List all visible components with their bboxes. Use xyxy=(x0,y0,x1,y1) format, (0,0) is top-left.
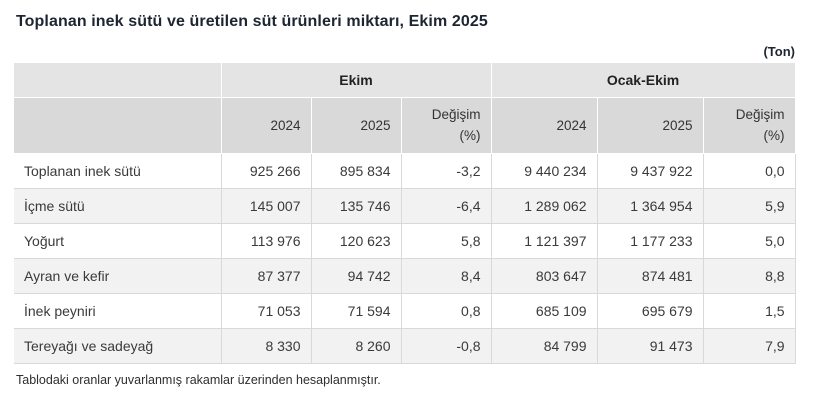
value-ekim-change: -6,4 xyxy=(401,188,492,224)
value-ekim-2025: 94 742 xyxy=(311,258,402,294)
product-label: İnek peyniri xyxy=(14,293,222,329)
value-ytd-change: 7,9 xyxy=(703,328,796,364)
change-label-line1: Değişim xyxy=(735,107,785,122)
table-row: Yoğurt 113 976 120 623 5,8 1 121 397 1 1… xyxy=(14,223,796,259)
value-ekim-2024: 71 053 xyxy=(221,293,312,329)
value-ytd-2025: 695 679 xyxy=(597,293,704,329)
value-ytd-change: 0,0 xyxy=(703,153,796,189)
value-ekim-2024: 8 330 xyxy=(221,328,312,364)
col-header-ekim-2024: 2024 xyxy=(221,97,312,154)
group-header-ekim: Ekim xyxy=(221,63,492,98)
change-label-line1: Değişim xyxy=(431,107,481,122)
value-ekim-2024: 145 007 xyxy=(221,188,312,224)
value-ytd-change: 5,0 xyxy=(703,223,796,259)
value-ekim-change: 8,4 xyxy=(401,258,492,294)
col-header-ytd-2025: 2025 xyxy=(597,97,704,154)
empty-corner-cell xyxy=(14,63,222,98)
value-ekim-2025: 895 834 xyxy=(311,153,402,189)
col-header-ytd-change: Değişim (%) xyxy=(703,97,796,154)
value-ekim-change: 0,8 xyxy=(401,293,492,329)
col-header-ekim-change: Değişim (%) xyxy=(401,97,492,154)
table-header: Ekim Ocak-Ekim 2024 2025 Değişim (%) 202… xyxy=(14,63,796,154)
unit-label: (Ton) xyxy=(763,44,795,59)
group-header-ocak-ekim: Ocak-Ekim xyxy=(491,63,796,98)
value-ytd-2025: 91 473 xyxy=(597,328,704,364)
page-title: Toplanan inek sütü ve üretilen süt ürünl… xyxy=(16,13,488,30)
value-ytd-change: 1,5 xyxy=(703,293,796,329)
milk-products-table: Ekim Ocak-Ekim 2024 2025 Değişim (%) 202… xyxy=(14,63,796,364)
page: Toplanan inek sütü ve üretilen süt ürünl… xyxy=(0,13,818,414)
value-ekim-2025: 135 746 xyxy=(311,188,402,224)
value-ekim-2024: 925 266 xyxy=(221,153,312,189)
value-ekim-2025: 71 594 xyxy=(311,293,402,329)
value-ekim-2024: 87 377 xyxy=(221,258,312,294)
value-ekim-2025: 8 260 xyxy=(311,328,402,364)
value-ytd-change: 8,8 xyxy=(703,258,796,294)
table-container: (Ton) Ekim Ocak-Ekim 2024 2025 Değişim xyxy=(14,44,796,364)
value-ekim-2025: 120 623 xyxy=(311,223,402,259)
col-header-ekim-2025: 2025 xyxy=(311,97,402,154)
col-header-ytd-2024: 2024 xyxy=(491,97,598,154)
value-ytd-2025: 9 437 922 xyxy=(597,153,704,189)
value-ytd-2025: 874 481 xyxy=(597,258,704,294)
value-ekim-change: -3,2 xyxy=(401,153,492,189)
value-ytd-2024: 84 799 xyxy=(491,328,598,364)
table-row: Ayran ve kefir 87 377 94 742 8,4 803 647… xyxy=(14,258,796,294)
change-label-line2: (%) xyxy=(459,128,481,143)
value-ekim-change: -0,8 xyxy=(401,328,492,364)
table-body: Toplanan inek sütü 925 266 895 834 -3,2 … xyxy=(14,153,796,364)
value-ytd-2024: 803 647 xyxy=(491,258,598,294)
change-label-line2: (%) xyxy=(763,128,785,143)
value-ytd-2024: 685 109 xyxy=(491,293,598,329)
product-label: Yoğurt xyxy=(14,223,222,259)
value-ekim-change: 5,8 xyxy=(401,223,492,259)
table-row: İçme sütü 145 007 135 746 -6,4 1 289 062… xyxy=(14,188,796,224)
group-header-row: Ekim Ocak-Ekim xyxy=(14,63,796,98)
product-label: Toplanan inek sütü xyxy=(14,153,222,189)
value-ytd-2025: 1 177 233 xyxy=(597,223,704,259)
value-ytd-change: 5,9 xyxy=(703,188,796,224)
value-ekim-2024: 113 976 xyxy=(221,223,312,259)
value-ytd-2024: 1 289 062 xyxy=(491,188,598,224)
table-footnote: Tablodaki oranlar yuvarlanmış rakamlar ü… xyxy=(16,372,381,387)
table-row: Tereyağı ve sadeyağ 8 330 8 260 -0,8 84 … xyxy=(14,328,796,364)
product-label: Ayran ve kefir xyxy=(14,258,222,294)
empty-label-header-cell xyxy=(14,97,222,154)
table-row: Toplanan inek sütü 925 266 895 834 -3,2 … xyxy=(14,153,796,189)
product-label: İçme sütü xyxy=(14,188,222,224)
value-ytd-2024: 1 121 397 xyxy=(491,223,598,259)
value-ytd-2025: 1 364 954 xyxy=(597,188,704,224)
product-label: Tereyağı ve sadeyağ xyxy=(14,328,222,364)
column-header-row: 2024 2025 Değişim (%) 2024 2025 Değişim … xyxy=(14,97,796,154)
table-row: İnek peyniri 71 053 71 594 0,8 685 109 6… xyxy=(14,293,796,329)
value-ytd-2024: 9 440 234 xyxy=(491,153,598,189)
